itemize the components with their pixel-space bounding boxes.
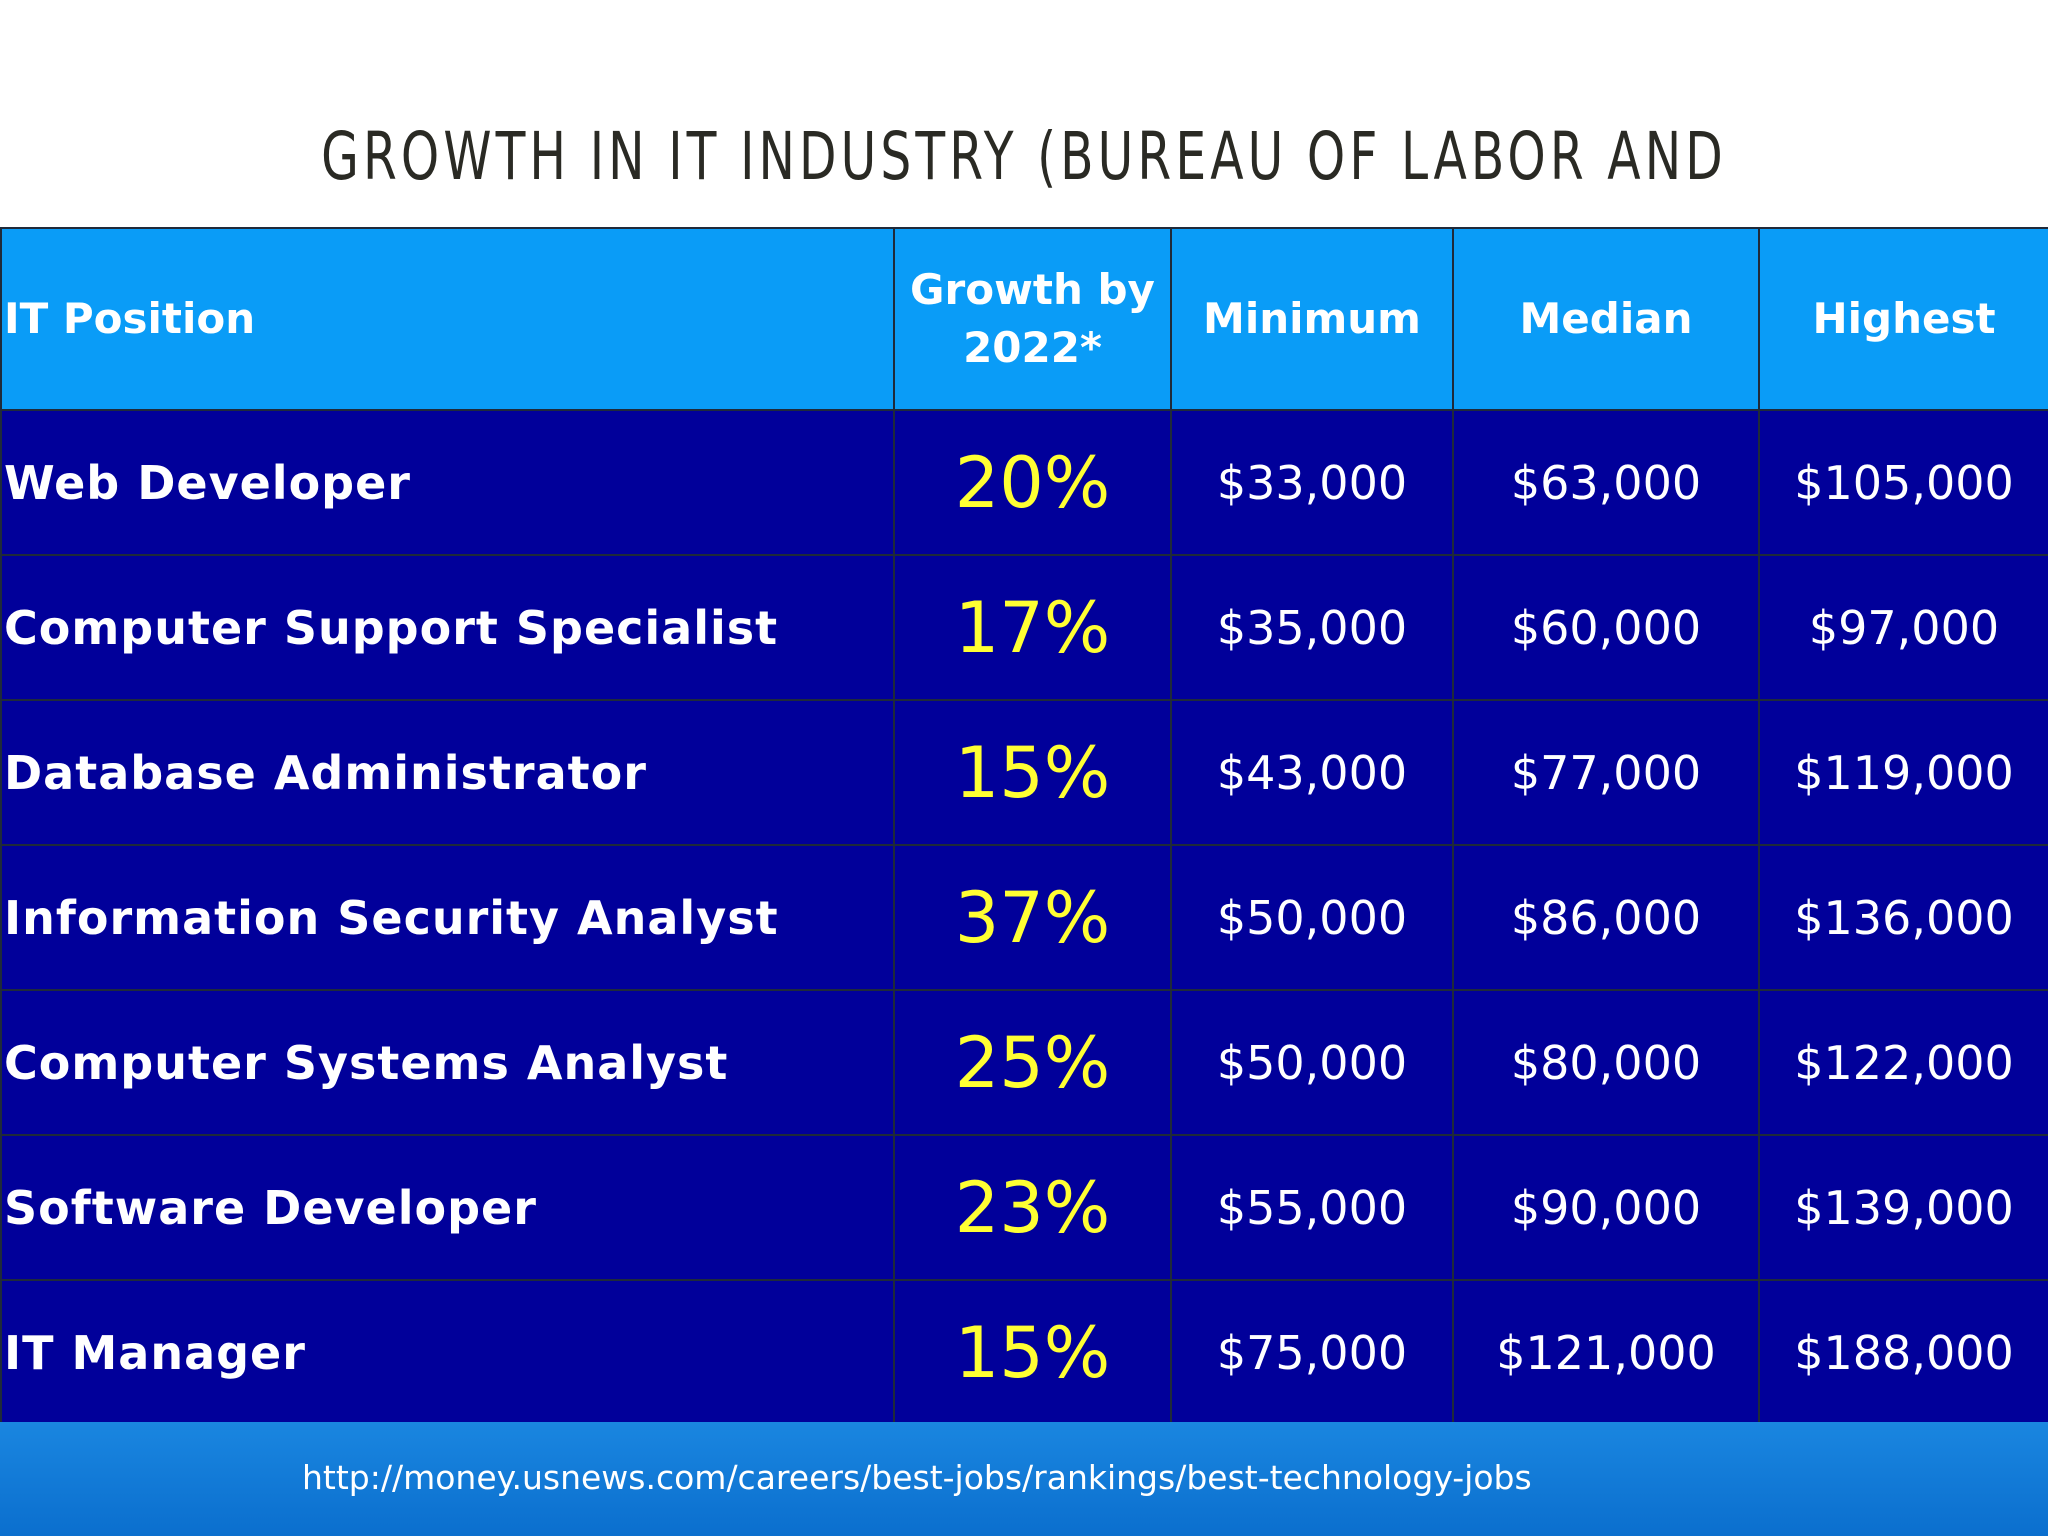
minimum-cell: $43,000 [1170,699,1454,846]
table-row: Software Developer 23% $55,000 $90,000 $… [0,1134,2048,1281]
highest-cell: $188,000 [1758,1279,2048,1426]
header-minimum: Minimum [1170,227,1454,411]
position-cell: Information Security Analyst [0,844,895,991]
position-cell: Software Developer [0,1134,895,1281]
median-cell: $63,000 [1452,409,1760,556]
table-row: Computer Systems Analyst 25% $50,000 $80… [0,989,2048,1136]
median-cell: $80,000 [1452,989,1760,1136]
median-cell: $77,000 [1452,699,1760,846]
header-growth: Growth by 2022* [893,227,1172,411]
growth-cell: 37% [893,844,1172,991]
highest-cell: $119,000 [1758,699,2048,846]
slide-title: GROWTH IN IT INDUSTRY (BUREAU OF LABOR A… [321,118,1727,305]
header-growth-line2: 2022* [963,323,1102,372]
median-cell: $121,000 [1452,1279,1760,1426]
header-median: Median [1452,227,1760,411]
header-it-position: IT Position [0,227,895,411]
position-cell: Database Administrator [0,699,895,846]
median-cell: $60,000 [1452,554,1760,701]
footer-bar [0,1422,2048,1536]
table-row: Information Security Analyst 37% $50,000… [0,844,2048,991]
growth-cell: 15% [893,699,1172,846]
growth-cell: 17% [893,554,1172,701]
highest-cell: $136,000 [1758,844,2048,991]
position-cell: IT Manager [0,1279,895,1426]
table-row: Database Administrator 15% $43,000 $77,0… [0,699,2048,846]
position-cell: Web Developer [0,409,895,556]
table-body: Web Developer 20% $33,000 $63,000 $105,0… [0,409,2048,1426]
header-highest: Highest [1758,227,2048,411]
header-growth-line1: Growth by [910,265,1155,314]
position-cell: Computer Systems Analyst [0,989,895,1136]
growth-cell: 20% [893,409,1172,556]
median-cell: $90,000 [1452,1134,1760,1281]
minimum-cell: $55,000 [1170,1134,1454,1281]
source-link[interactable]: http://money.usnews.com/careers/best-job… [302,1458,1532,1497]
growth-cell: 23% [893,1134,1172,1281]
minimum-cell: $50,000 [1170,844,1454,991]
highest-cell: $139,000 [1758,1134,2048,1281]
minimum-cell: $75,000 [1170,1279,1454,1426]
minimum-cell: $35,000 [1170,554,1454,701]
table-row: Computer Support Specialist 17% $35,000 … [0,554,2048,701]
highest-cell: $97,000 [1758,554,2048,701]
table-row: IT Manager 15% $75,000 $121,000 $188,000 [0,1279,2048,1426]
it-growth-table: IT Position Growth by 2022* Minimum Medi… [0,227,2048,1426]
growth-cell: 15% [893,1279,1172,1426]
position-cell: Computer Support Specialist [0,554,895,701]
header-row: IT Position Growth by 2022* Minimum Medi… [0,227,2048,411]
table-row: Web Developer 20% $33,000 $63,000 $105,0… [0,409,2048,556]
minimum-cell: $50,000 [1170,989,1454,1136]
median-cell: $86,000 [1452,844,1760,991]
table-header: IT Position Growth by 2022* Minimum Medi… [0,227,2048,411]
growth-cell: 25% [893,989,1172,1136]
highest-cell: $105,000 [1758,409,2048,556]
minimum-cell: $33,000 [1170,409,1454,556]
highest-cell: $122,000 [1758,989,2048,1136]
